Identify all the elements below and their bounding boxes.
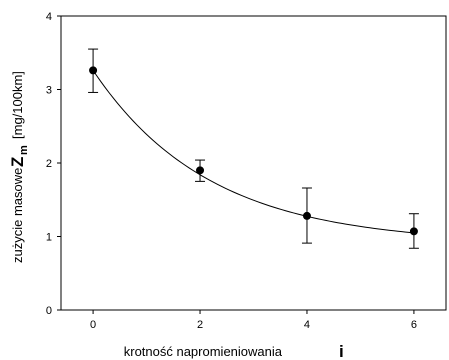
- x-axis-symbol: i: [339, 342, 344, 360]
- fit-curve: [92, 70, 414, 234]
- data-point: [89, 66, 98, 75]
- y-tick-label: 0: [46, 305, 52, 317]
- y-axis-label-group: zużycie masowe Z m [mg/100km]: [8, 71, 30, 263]
- data-point: [196, 166, 205, 175]
- x-tick-label: 6: [411, 319, 417, 331]
- data-marks: [88, 48, 419, 249]
- y-axis-subscript: m: [18, 145, 30, 155]
- data-point: [409, 227, 418, 236]
- y-tick-label: 3: [46, 85, 52, 97]
- y-tick-label: 2: [46, 158, 52, 170]
- x-axis-label: krotność napromieniowania: [124, 344, 283, 359]
- y-tick-label: 1: [46, 232, 52, 244]
- x-tick-label: 2: [197, 319, 203, 331]
- plot-frame: [60, 15, 447, 311]
- x-tick-label: 0: [90, 319, 96, 331]
- x-tick-label: 4: [304, 319, 310, 331]
- y-axis-unit: [mg/100km]: [10, 71, 25, 139]
- data-point: [302, 211, 311, 220]
- axis-ticks: 0 2 4 6 0 1 2 3 4: [46, 11, 417, 331]
- y-axis-label: zużycie masowe: [10, 168, 25, 263]
- y-axis-symbol: Z: [8, 157, 27, 167]
- y-tick-label: 4: [46, 11, 52, 23]
